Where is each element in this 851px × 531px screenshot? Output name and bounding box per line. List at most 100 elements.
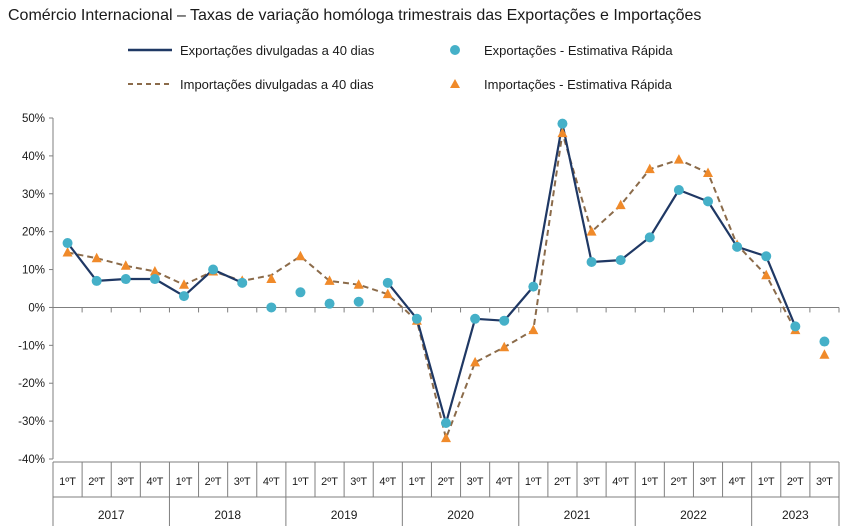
category-label: 2ºT bbox=[787, 476, 804, 488]
chart-title: Comércio Internacional – Taxas de variaç… bbox=[8, 7, 701, 24]
category-label: 3ºT bbox=[350, 476, 367, 488]
imports-estimate-point bbox=[644, 163, 655, 174]
imports-estimate-point bbox=[761, 269, 772, 280]
legend-label-imports-line: Importações divulgadas a 40 dias bbox=[180, 77, 374, 92]
category-label: 4ºT bbox=[496, 476, 513, 488]
imports-estimate-point bbox=[120, 260, 131, 270]
exports-estimate-point bbox=[295, 287, 306, 298]
legend-swatch-exports-estimate bbox=[450, 45, 460, 55]
imports-estimate-point bbox=[149, 265, 160, 276]
category-label: 4ºT bbox=[379, 476, 396, 488]
exports-estimate-point bbox=[324, 298, 335, 309]
legend-label-imports-estimate: Importações - Estimativa Rápida bbox=[484, 77, 673, 92]
imports-estimate-point bbox=[470, 356, 481, 367]
imports-estimate-point bbox=[557, 127, 568, 138]
imports-estimate-point bbox=[586, 226, 597, 236]
exports-estimate-point bbox=[732, 241, 743, 252]
y-tick-label: -20% bbox=[18, 378, 45, 390]
exports-estimate-point bbox=[208, 264, 219, 275]
exports-estimate-point bbox=[120, 274, 131, 285]
category-label: 2ºT bbox=[670, 476, 687, 488]
exports-estimate-point bbox=[790, 321, 801, 332]
imports-estimate-point bbox=[703, 167, 713, 177]
exports-estimate-point bbox=[237, 277, 248, 288]
year-label: 2020 bbox=[447, 508, 474, 522]
category-label: 1ºT bbox=[641, 476, 658, 488]
imports-estimate-point bbox=[382, 288, 393, 299]
exports-estimate-point bbox=[586, 256, 597, 267]
imports-estimate-point bbox=[91, 252, 102, 263]
exports-estimate-point bbox=[91, 275, 102, 286]
category-label: 3ºT bbox=[816, 476, 833, 488]
exports-estimate-point bbox=[499, 315, 510, 326]
imports-estimate-point bbox=[324, 275, 335, 285]
exports-estimate-point bbox=[382, 277, 393, 288]
year-label: 2022 bbox=[680, 508, 707, 522]
exports-estimate-point bbox=[179, 291, 189, 302]
exports-estimate-point bbox=[673, 184, 684, 195]
exports-estimate-point bbox=[411, 313, 422, 324]
exports-estimate-point bbox=[62, 238, 73, 249]
exports-estimate-point bbox=[470, 313, 481, 324]
exports-estimate-point bbox=[615, 255, 626, 266]
legend-swatch-imports-estimate bbox=[450, 79, 460, 88]
y-tick-label: -30% bbox=[18, 416, 45, 428]
series-imports-40-days-line bbox=[67, 132, 797, 440]
y-tick-label: 40% bbox=[22, 151, 45, 163]
exports-estimate-point bbox=[819, 336, 830, 347]
y-tick-label: -40% bbox=[18, 454, 45, 466]
y-tick-label: -10% bbox=[18, 340, 45, 352]
series-layer bbox=[62, 118, 830, 443]
exports-estimate-point bbox=[703, 196, 713, 207]
year-label: 2023 bbox=[782, 508, 809, 522]
category-label: 3ºT bbox=[234, 476, 251, 488]
imports-estimate-point bbox=[62, 247, 73, 257]
category-label: 2ºT bbox=[321, 476, 338, 488]
category-label: 4ºT bbox=[263, 476, 280, 488]
imports-estimate-point bbox=[499, 341, 510, 352]
year-label: 2017 bbox=[98, 508, 125, 522]
category-label: 3ºT bbox=[700, 476, 717, 488]
exports-estimate-point bbox=[149, 274, 160, 285]
category-label: 1ºT bbox=[525, 476, 542, 488]
exports-estimate-point bbox=[441, 418, 451, 429]
y-tick-label: 10% bbox=[22, 265, 45, 277]
imports-estimate-point bbox=[266, 273, 277, 284]
legend-label-exports-line: Exportações divulgadas a 40 dias bbox=[180, 43, 375, 58]
y-tick-label: 50% bbox=[22, 113, 45, 125]
category-label: 1ºT bbox=[176, 476, 193, 488]
y-tick-label: 0% bbox=[28, 302, 45, 314]
category-label: 4ºT bbox=[146, 476, 163, 488]
y-axis: 50% 40% 30% 20% 10% 0% -10% -20% -30% -40% bbox=[18, 113, 54, 466]
category-label: 4ºT bbox=[729, 476, 746, 488]
category-label: 1ºT bbox=[59, 476, 76, 488]
imports-estimate-point bbox=[819, 349, 830, 359]
imports-estimate-point bbox=[673, 154, 684, 164]
exports-estimate-point bbox=[353, 296, 364, 307]
year-label: 2021 bbox=[564, 508, 591, 522]
x-axis: 1ºT 2ºT 3ºT 4ºT 1ºT 2ºT 3ºT 4ºT 1ºT 2ºT 3ºT 4ºT 1ºT 2… bbox=[52, 306, 840, 526]
y-tick-label: 30% bbox=[22, 189, 45, 201]
y-tick-label: 20% bbox=[22, 227, 45, 239]
category-label: 2ºT bbox=[438, 476, 455, 488]
imports-estimate-point bbox=[179, 279, 189, 289]
category-label: 4ºT bbox=[612, 476, 629, 488]
year-label: 2019 bbox=[331, 508, 358, 522]
category-label: 3ºT bbox=[117, 476, 134, 488]
exports-estimate-point bbox=[761, 251, 772, 262]
legend-label-exports-estimate: Exportações - Estimativa Rápida bbox=[484, 43, 673, 58]
category-label: 2ºT bbox=[88, 476, 105, 488]
category-label: 3ºT bbox=[583, 476, 600, 488]
category-label: 1ºT bbox=[292, 476, 309, 488]
exports-estimate-point bbox=[644, 232, 655, 243]
exports-estimate-point bbox=[266, 302, 277, 313]
year-label: 2018 bbox=[214, 508, 241, 522]
category-label: 2ºT bbox=[205, 476, 222, 488]
imports-estimate-point bbox=[441, 432, 451, 443]
legend: Exportações divulgadas a 40 dias Exporta… bbox=[128, 43, 673, 92]
imports-estimate-point bbox=[353, 279, 364, 289]
category-label: 2ºT bbox=[554, 476, 571, 488]
exports-estimate-point bbox=[557, 118, 568, 129]
category-label: 3ºT bbox=[467, 476, 484, 488]
